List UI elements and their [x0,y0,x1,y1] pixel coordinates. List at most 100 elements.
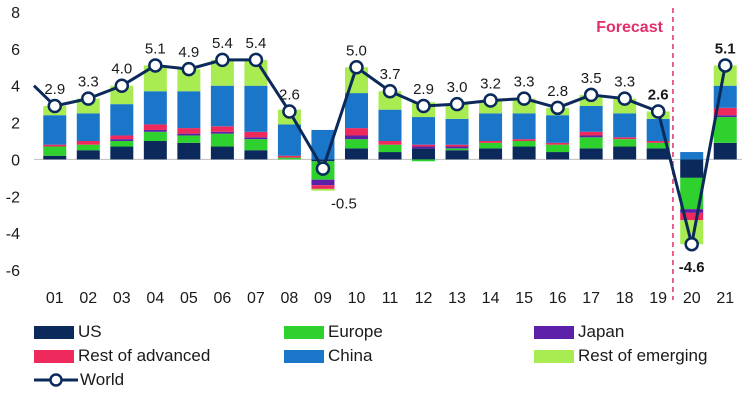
bar-us-10 [344,148,368,160]
bar-japan-17 [579,135,603,138]
data-label-10: 5.0 [346,42,367,59]
legend: US Europe Japan Rest of advanced China R… [34,318,750,398]
y-tick-label: 4 [11,79,20,96]
world-point-05 [181,61,197,77]
bar-us-02 [76,150,100,160]
world-point-10 [349,60,364,75]
data-label-11: 3.7 [380,66,401,83]
bar-china-15 [512,113,536,140]
x-tick-label: 01 [46,290,64,307]
forecast-layer: Forecast [596,8,674,300]
bar-china-08 [277,124,301,156]
x-tick-label: 13 [448,290,466,307]
world-point-11 [382,83,398,99]
bar-rest-of-advanced-05 [177,128,201,134]
bar-china-01 [43,115,67,145]
forecast-label: Forecast [596,19,663,36]
bar-china-17 [579,105,603,132]
data-label-21: 5.1 [715,40,736,57]
bar-us-18 [613,146,637,160]
x-tick-label: 16 [549,290,567,307]
legend-swatch-china [284,349,324,363]
bar-china-20 [680,152,704,160]
x-tick-label: 10 [348,290,366,307]
bar-rest-of-advanced-08 [277,155,301,158]
data-label-17: 3.5 [581,70,602,87]
data-label-13: 3.0 [447,79,468,96]
bar-rest-of-advanced-01 [43,144,67,147]
bar-us-17 [579,148,603,160]
legend-swatch-rest-of-emerging [534,349,574,363]
x-tick-label: 08 [281,290,299,307]
bar-europe-18 [613,139,637,147]
bar-us-06 [210,146,234,160]
bar-china-11 [378,109,402,141]
x-tick-label: 02 [79,290,97,307]
bar-us-21 [713,142,737,160]
world-point-13 [449,96,465,112]
bar-us-13 [445,150,469,160]
legend-item-us: US [34,321,102,343]
bar-us-19 [646,148,670,160]
world-point-01 [47,98,63,114]
bar-china-13 [445,118,469,145]
data-label-03: 4.0 [111,61,132,78]
data-label-16: 2.8 [547,83,568,100]
bar-japan-13 [445,146,469,149]
world-point-12 [416,98,431,114]
x-tick-label: 14 [482,290,500,307]
data-label-02: 3.3 [78,74,99,91]
legend-item-europe: Europe [284,321,383,343]
legend-swatch-europe [284,325,324,339]
world-point-20 [684,236,699,252]
bar-us-07 [244,150,268,160]
bar-china-06 [210,85,234,127]
x-tick-label: 06 [213,290,231,307]
y-tick-label: 6 [11,42,20,59]
world-point-09 [315,161,331,176]
bar-europe-01 [43,146,67,156]
bar-china-03 [110,104,134,136]
bar-europe-02 [76,144,100,151]
legend-swatch-rest-of-advanced [34,349,74,363]
bar-rest-of-advanced-03 [110,135,134,140]
world-point-15 [516,91,532,106]
bar-japan-21 [713,115,737,118]
bar-europe-13 [445,148,469,151]
data-label-18: 3.3 [614,74,635,91]
data-label-19: 2.6 [648,87,669,104]
bar-china-07 [244,85,268,132]
data-label-04: 5.1 [145,40,166,57]
x-tick-label: 05 [180,290,198,307]
world-point-17 [583,87,599,103]
world-point-06 [215,52,230,68]
x-tick-label: 18 [616,290,634,307]
legend-item-rest-of-advanced: Rest of advanced [34,345,210,367]
bar-china-16 [546,115,570,143]
bar-rest-of-advanced-17 [579,131,603,136]
data-label-20: -4.6 [679,259,705,276]
bar-us-12 [412,148,436,160]
legend-label-world: World [80,370,125,389]
bar-europe-12 [412,159,436,162]
bar-rest-of-advanced-09 [311,185,335,189]
y-tick-label: 0 [11,152,20,169]
data-label-08: 2.6 [279,87,300,104]
legend-label-rest-of-advanced: Rest of advanced [78,346,211,365]
bar-europe-17 [579,137,603,149]
bar-europe-20 [680,177,704,210]
bar-rest-of-advanced-10 [344,128,368,136]
bar-europe-08 [277,157,301,160]
bar-china-02 [76,113,100,141]
x-tick-label: 09 [314,290,332,307]
bar-europe-10 [344,139,368,149]
bar-us-05 [177,142,201,160]
bar-rest-of-emerging-11 [378,91,402,110]
bar-japan-12 [412,146,436,149]
bar-rest-of-advanced-02 [76,141,100,145]
legend-label-japan: Japan [578,322,625,341]
x-tick-label: 03 [113,290,131,307]
bar-rest-of-advanced-06 [210,126,234,132]
bar-rest-of-emerging-06 [210,59,234,86]
